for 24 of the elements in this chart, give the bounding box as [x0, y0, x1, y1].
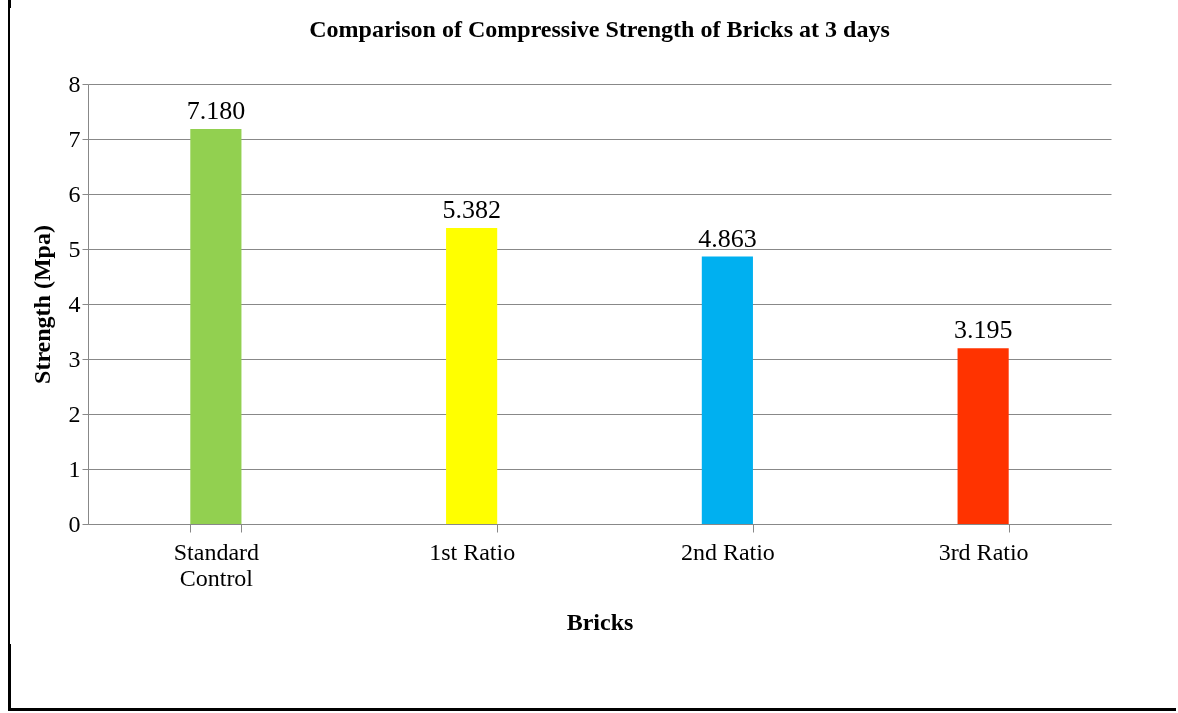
- chart-title: Comparison of Compressive Strength of Bricks at 3 days: [309, 16, 890, 42]
- y-tick-label: 7: [68, 125, 81, 152]
- x-tick-label: Standard Control: [173, 538, 260, 591]
- y-tick-label: 6: [68, 180, 81, 207]
- y-tick-label: 5: [68, 235, 81, 262]
- y-axis-title: Strength (Mpa): [28, 225, 55, 384]
- y-tick-label: 1: [68, 455, 81, 482]
- bar: [957, 348, 1009, 524]
- y-tick-label: 2: [68, 400, 81, 427]
- y-tick-label: 0: [68, 510, 81, 537]
- data-label: 5.382: [442, 194, 501, 224]
- x-tick-label: 1st Ratio: [429, 538, 516, 565]
- x-tick-label: 2nd Ratio: [680, 538, 775, 565]
- x-axis-title: Bricks: [566, 608, 634, 635]
- x-tick-label: 3rd Ratio: [938, 538, 1029, 565]
- bar: [190, 129, 242, 524]
- data-label: 7.180: [186, 96, 246, 126]
- y-tick-label: 3: [68, 345, 81, 372]
- y-tick-label: 4: [68, 290, 81, 317]
- bar: [701, 256, 753, 524]
- y-tick-label: 8: [68, 70, 81, 97]
- bar: [446, 227, 498, 524]
- data-label: 3.195: [953, 315, 1013, 345]
- data-label: 4.863: [698, 223, 757, 253]
